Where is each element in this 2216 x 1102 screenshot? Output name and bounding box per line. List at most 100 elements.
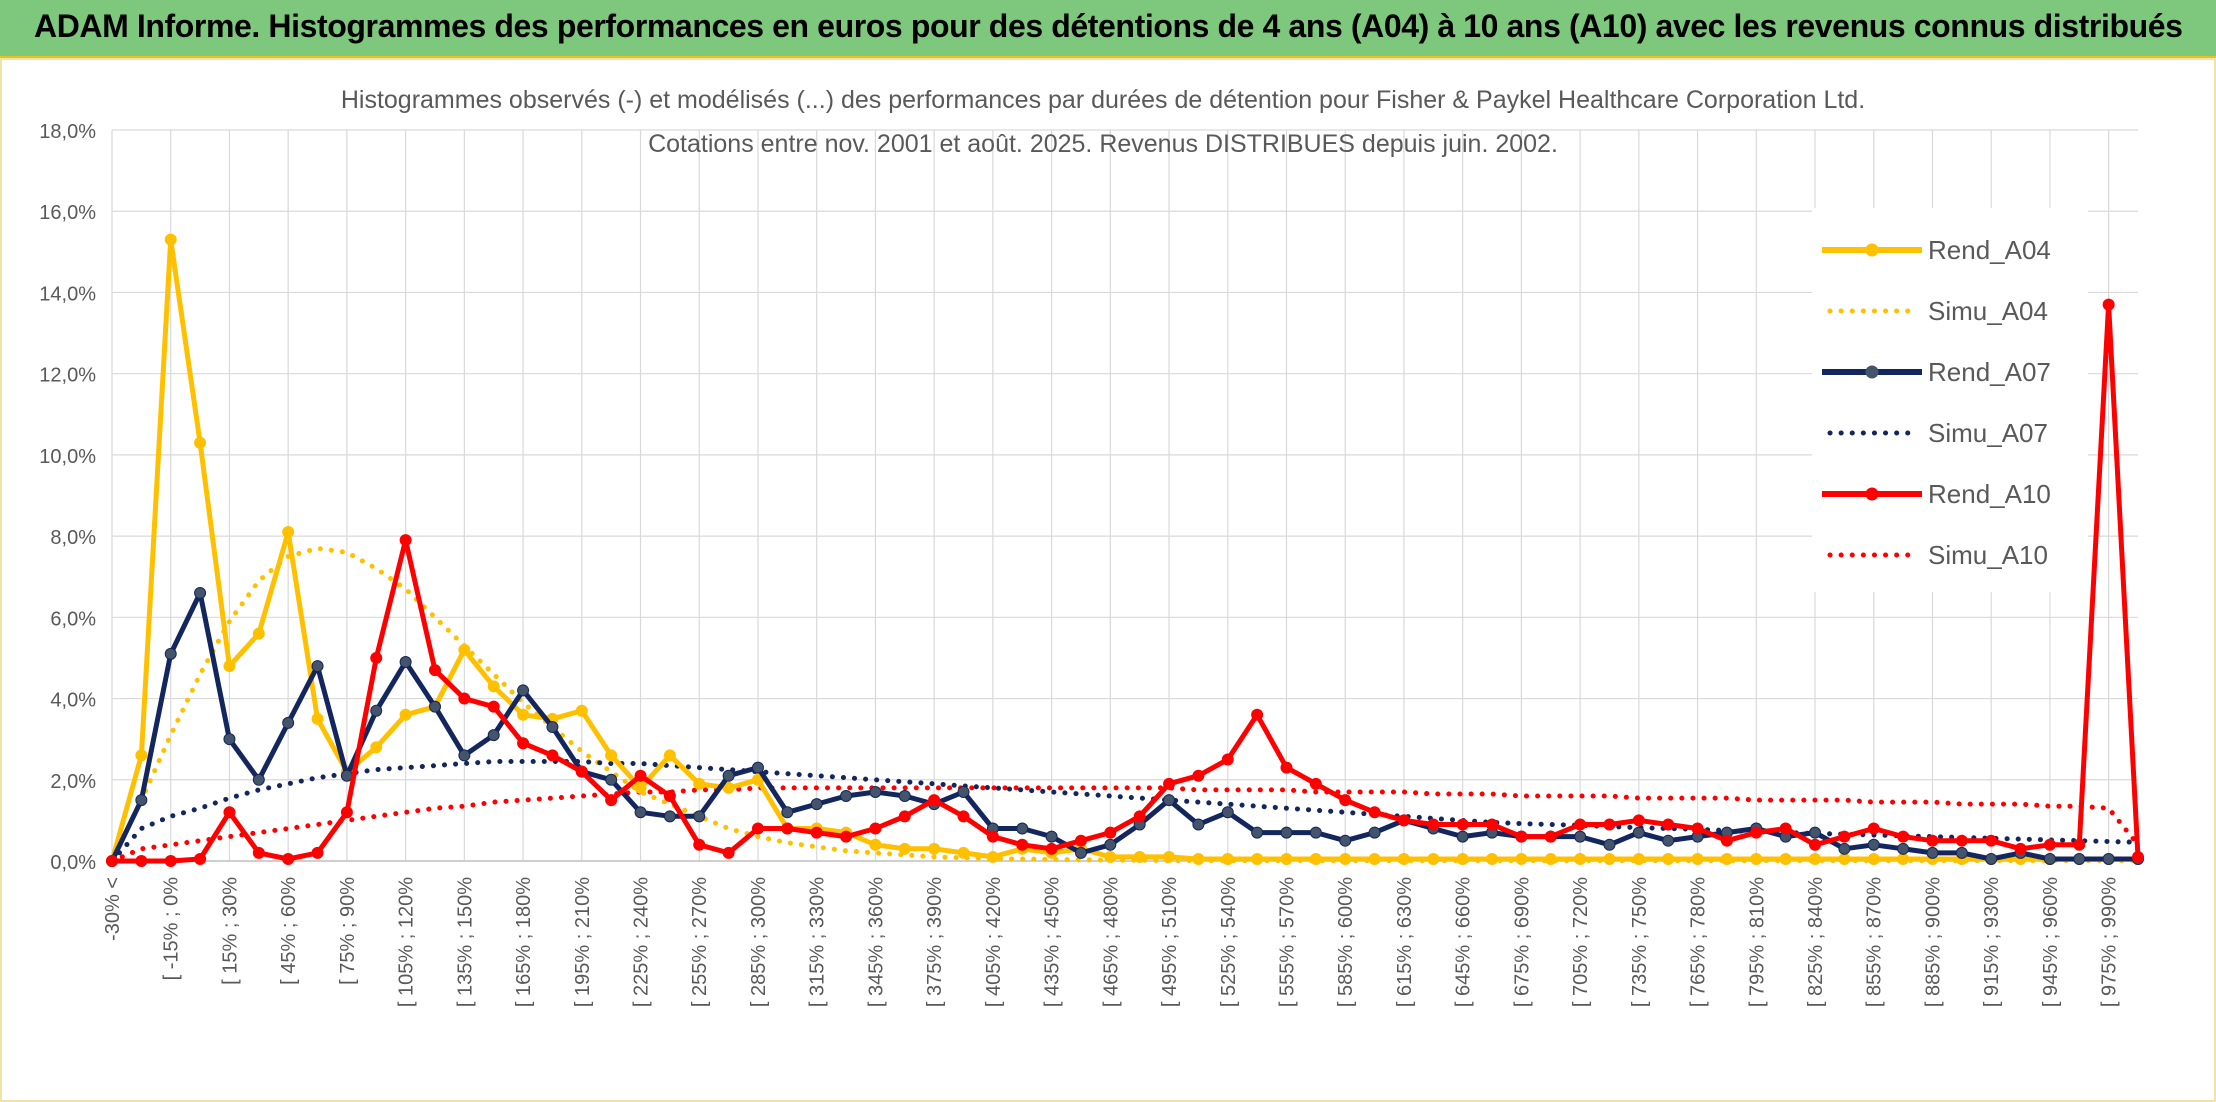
x-tick-label: [ 975% ; 990% <box>2099 877 2121 1007</box>
series-point-rend-a04 <box>1280 852 1293 865</box>
x-tick-label: [ 585% ; 600% <box>1335 877 1357 1007</box>
y-tick-label: 4,0% <box>50 690 96 712</box>
series-point-rend-a10 <box>282 852 295 865</box>
series-line-rend-a10 <box>112 302 2141 864</box>
series-point-rend-a07 <box>1074 846 1087 859</box>
series-point-rend-a07 <box>1632 826 1645 839</box>
series-point-rend-a10 <box>1074 834 1087 847</box>
legend-label-simu-a07: Simu_A07 <box>1928 418 2048 448</box>
series-point-rend-a10 <box>1486 818 1499 831</box>
series-point-rend-a10 <box>1574 818 1587 831</box>
series-point-rend-a10 <box>106 855 118 867</box>
series-point-rend-a07 <box>751 761 764 774</box>
x-tick-label: [ 855% ; 870% <box>1864 877 1886 1007</box>
y-tick-label: 6,0% <box>50 608 96 630</box>
series-point-rend-a10 <box>1280 761 1293 774</box>
series-point-rend-a10 <box>722 846 735 859</box>
series-point-rend-a07 <box>898 790 911 803</box>
series-point-rend-a07 <box>458 749 471 762</box>
series-point-rend-a07 <box>311 660 324 673</box>
series-point-rend-a07 <box>1809 826 1822 839</box>
series-point-rend-a10 <box>1838 830 1851 843</box>
series-point-rend-a07 <box>781 806 794 819</box>
y-tick-label: 0,0% <box>50 852 96 874</box>
series-point-rend-a10 <box>1309 777 1322 790</box>
series-point-rend-a10 <box>546 749 559 762</box>
legend-label-simu-a04: Simu_A04 <box>1928 296 2048 326</box>
series-point-rend-a07 <box>223 733 236 746</box>
y-tick-label: 12,0% <box>39 365 96 387</box>
series-point-rend-a04 <box>605 749 618 762</box>
series-point-rend-a07 <box>282 716 295 729</box>
x-tick-label: [ 135% ; 150% <box>454 877 476 1007</box>
x-tick-label: [ 885% ; 900% <box>1922 877 1944 1007</box>
x-tick-label: [ 735% ; 750% <box>1629 877 1651 1007</box>
series-point-rend-a07 <box>164 647 177 660</box>
x-tick-label: [ 915% ; 930% <box>1981 877 2003 1007</box>
series-point-rend-a10 <box>1163 777 1176 790</box>
series-point-rend-a04 <box>1515 852 1528 865</box>
series-point-rend-a04 <box>370 741 383 754</box>
legend-label-rend-a10: Rend_A10 <box>1928 479 2051 509</box>
series-point-rend-a10 <box>1662 818 1675 831</box>
series-point-rend-a10 <box>1427 818 1440 831</box>
series-point-rend-a04 <box>1691 852 1704 865</box>
series-point-rend-a04 <box>1809 852 1822 865</box>
series-point-rend-a04 <box>1309 852 1322 865</box>
x-tick-label: [ 315% ; 330% <box>807 877 829 1007</box>
series-point-rend-a10 <box>428 664 441 677</box>
x-tick-label: [ 165% ; 180% <box>513 877 535 1007</box>
series-point-rend-a07 <box>1104 838 1117 851</box>
series-point-rend-a10 <box>194 852 207 865</box>
series-point-rend-a07 <box>135 794 148 807</box>
series-point-rend-a10 <box>252 846 265 859</box>
series-point-rend-a10 <box>1632 814 1645 827</box>
series-point-rend-a10 <box>1809 838 1822 851</box>
series-point-rend-a10 <box>1133 810 1146 823</box>
series-point-rend-a04 <box>869 838 882 851</box>
series-point-rend-a04 <box>1838 852 1851 865</box>
x-tick-label: [ 75% ; 90% <box>337 877 359 985</box>
series-point-rend-a07 <box>2073 852 2086 865</box>
series-point-rend-a07 <box>1368 826 1381 839</box>
x-tick-label: [ 765% ; 780% <box>1688 877 1710 1007</box>
x-tick-label: [ 945% ; 960% <box>2040 877 2062 1007</box>
y-axis-ticks: 0,0% 2,0% 4,0% 6,0% 8,0% 10,0% 12,0% 14,0% 16,0%… <box>39 121 96 874</box>
series-point-rend-a04 <box>957 846 970 859</box>
series-point-rend-a10 <box>693 838 706 851</box>
series-point-rend-a07 <box>693 810 706 823</box>
series-point-rend-a07 <box>1574 830 1587 843</box>
chart-frame: 0,0% 2,0% 4,0% 6,0% 8,0% 10,0% 12,0% 14,0% 16,0%… <box>0 58 2216 1102</box>
series-point-rend-a04 <box>1779 852 1792 865</box>
series-point-rend-a10 <box>663 790 676 803</box>
series-point-rend-a10 <box>2102 298 2115 311</box>
series-point-rend-a10 <box>1221 753 1234 766</box>
x-tick-label: [ 225% ; 240% <box>631 877 653 1007</box>
series-point-rend-a10 <box>1750 826 1763 839</box>
series-point-rend-a10 <box>869 822 882 835</box>
series-point-rend-a10 <box>2073 838 2086 851</box>
series-point-rend-a04 <box>1720 852 1733 865</box>
series-point-rend-a04 <box>1544 852 1557 865</box>
x-tick-label: [ 555% ; 570% <box>1276 877 1298 1007</box>
series-point-rend-a04 <box>311 712 324 725</box>
series-point-rend-a04 <box>223 660 236 673</box>
series-point-rend-a10 <box>340 806 353 819</box>
series-point-rend-a10 <box>135 855 148 867</box>
series-point-rend-a04 <box>722 781 735 794</box>
series-point-rend-a07 <box>722 769 735 782</box>
series-point-rend-a04 <box>1163 850 1176 863</box>
series-line-simu-a10 <box>109 785 2141 864</box>
series-point-rend-a10 <box>1368 806 1381 819</box>
series-point-rend-a07 <box>1838 842 1851 855</box>
series-point-rend-a07 <box>194 586 207 599</box>
series-point-rend-a04 <box>663 749 676 762</box>
series-point-rend-a10 <box>1515 830 1528 843</box>
x-tick-label: [ 255% ; 270% <box>689 877 711 1007</box>
series-point-rend-a10 <box>2043 838 2056 851</box>
series-point-rend-a07 <box>1221 806 1234 819</box>
series-layer <box>106 233 2144 867</box>
series-point-rend-a04 <box>1867 852 1880 865</box>
series-point-rend-a10 <box>575 765 588 778</box>
y-tick-label: 2,0% <box>50 771 96 793</box>
